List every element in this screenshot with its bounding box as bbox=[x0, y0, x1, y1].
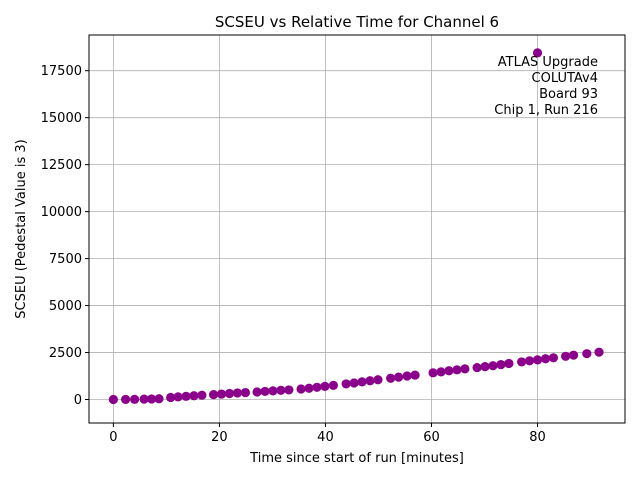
data-point bbox=[320, 381, 330, 391]
x-tick-label: 60 bbox=[423, 430, 440, 445]
data-point bbox=[129, 394, 140, 404]
data-point bbox=[582, 349, 592, 359]
data-point bbox=[284, 385, 294, 395]
data-point bbox=[488, 361, 498, 371]
data-point bbox=[548, 353, 559, 363]
y-tick-label: 15000 bbox=[41, 111, 82, 126]
y-tick-label: 0 bbox=[74, 393, 82, 408]
data-point bbox=[304, 383, 314, 393]
x-tick-label: 40 bbox=[317, 430, 334, 445]
data-point bbox=[496, 359, 506, 370]
y-tick-label: 2500 bbox=[49, 346, 82, 361]
data-point bbox=[444, 366, 454, 376]
data-point bbox=[460, 364, 470, 374]
y-tick-label: 10000 bbox=[41, 205, 82, 220]
y-axis-label: SCSEU (Pedestal Value is 3) bbox=[14, 139, 29, 318]
data-point bbox=[532, 48, 543, 58]
data-point bbox=[472, 362, 482, 373]
annotation-line-1: ATLAS Upgrade bbox=[498, 55, 598, 70]
annotation-line-3: Board 93 bbox=[539, 87, 598, 102]
data-point bbox=[108, 394, 118, 405]
data-point bbox=[208, 390, 219, 400]
data-point bbox=[181, 391, 191, 401]
data-point bbox=[268, 386, 278, 396]
data-point bbox=[480, 362, 490, 372]
data-point bbox=[341, 379, 351, 389]
data-point bbox=[328, 380, 339, 391]
x-tick-label: 20 bbox=[211, 430, 228, 445]
data-point bbox=[120, 394, 131, 405]
y-tick-label: 5000 bbox=[49, 299, 82, 314]
x-tick-label: 0 bbox=[109, 430, 117, 445]
data-point bbox=[436, 367, 446, 377]
data-point bbox=[224, 388, 235, 399]
data-point bbox=[166, 392, 176, 403]
data-point bbox=[139, 394, 149, 404]
data-point bbox=[312, 382, 322, 392]
data-point bbox=[146, 394, 157, 404]
data-point bbox=[394, 372, 404, 382]
y-tick-label: 17500 bbox=[41, 64, 82, 79]
data-point bbox=[594, 347, 604, 357]
data-point bbox=[410, 370, 420, 380]
y-tick-label: 7500 bbox=[49, 252, 82, 267]
data-point bbox=[260, 386, 270, 397]
x-axis-label: Time since start of run [minutes] bbox=[249, 451, 464, 466]
data-point bbox=[517, 357, 527, 367]
data-point bbox=[452, 365, 462, 375]
data-point bbox=[532, 355, 543, 365]
data-point bbox=[428, 368, 438, 378]
chart-title: SCSEU vs Relative Time for Channel 6 bbox=[215, 13, 499, 31]
annotation-line-4: Chip 1, Run 216 bbox=[494, 103, 598, 118]
data-point bbox=[216, 389, 227, 399]
axis-ticks: 0 20 40 60 80 0 2500 5000 7500 10000 12500 15000 175… bbox=[41, 64, 546, 445]
x-tick-label: 80 bbox=[529, 430, 546, 445]
data-point bbox=[524, 356, 535, 366]
data-point bbox=[189, 391, 199, 401]
data-point bbox=[568, 350, 579, 360]
data-point bbox=[197, 390, 207, 400]
data-point bbox=[173, 392, 183, 402]
plot-frame bbox=[88, 34, 626, 424]
data-point bbox=[276, 385, 286, 395]
data-point bbox=[365, 376, 375, 386]
data-points bbox=[108, 48, 604, 405]
data-point bbox=[561, 351, 571, 361]
data-point bbox=[154, 394, 164, 404]
data-point bbox=[402, 371, 412, 381]
data-point bbox=[373, 375, 383, 385]
data-point bbox=[504, 358, 514, 369]
data-point bbox=[540, 354, 551, 364]
data-point bbox=[349, 378, 359, 388]
annotation-line-2: COLUTAv4 bbox=[532, 71, 598, 86]
data-point bbox=[357, 377, 367, 387]
data-point bbox=[386, 373, 396, 383]
y-tick-label: 12500 bbox=[41, 158, 82, 173]
data-point bbox=[232, 388, 243, 398]
data-point bbox=[240, 387, 250, 398]
data-point bbox=[296, 384, 306, 394]
data-point bbox=[252, 387, 262, 397]
